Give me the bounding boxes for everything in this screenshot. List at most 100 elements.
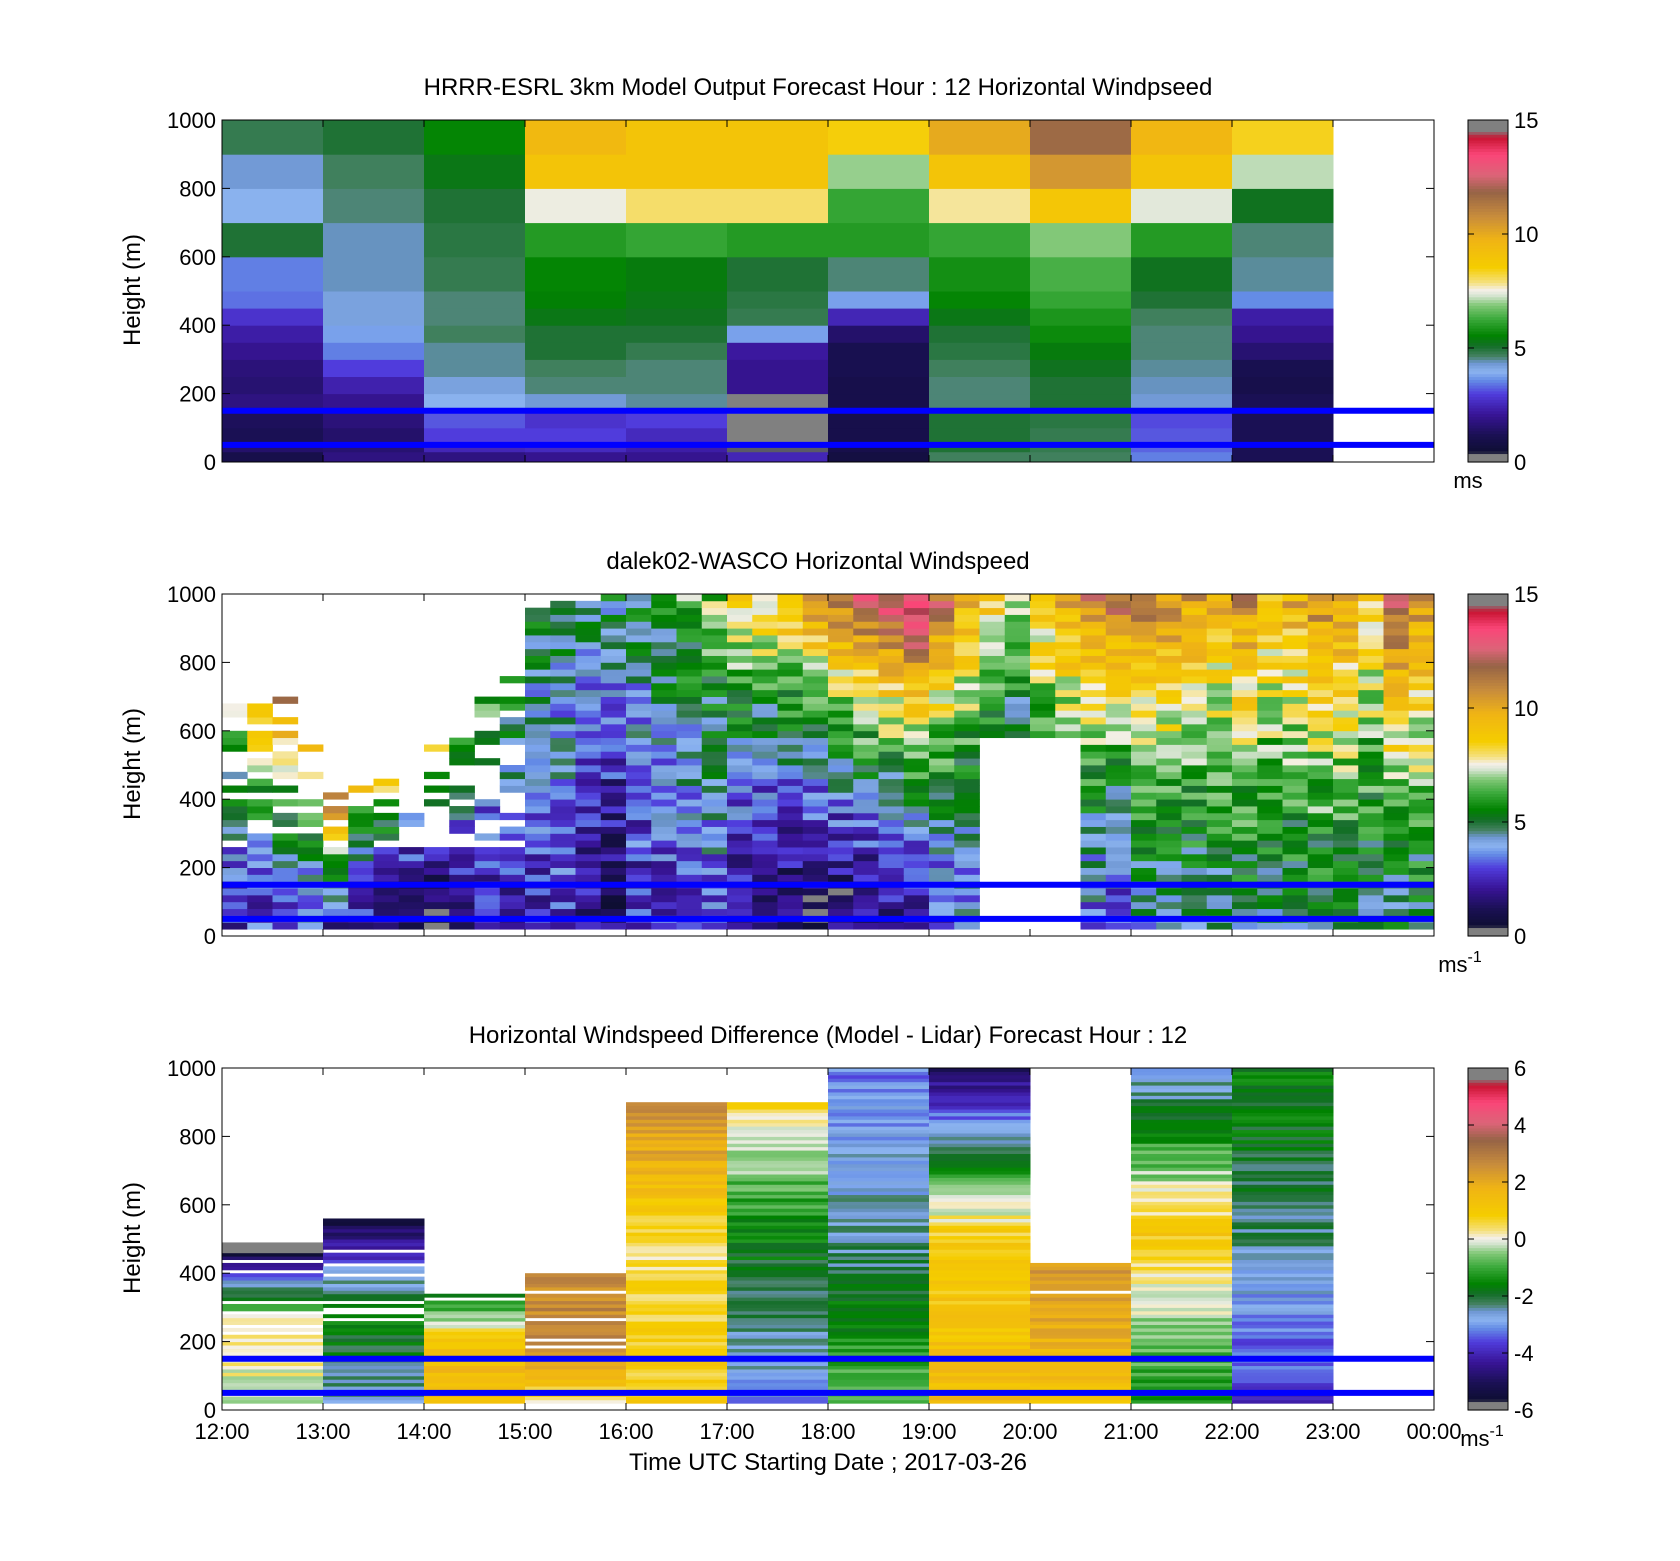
difference-cell bbox=[929, 1334, 1031, 1339]
lidar-cell bbox=[550, 696, 576, 704]
colorbar-swatch bbox=[1468, 1239, 1508, 1243]
colorbar-swatch bbox=[1468, 1076, 1508, 1080]
lidar-cell bbox=[954, 710, 980, 718]
lidar-cell bbox=[1257, 594, 1283, 602]
lidar-cell bbox=[651, 710, 677, 718]
lidar-cell bbox=[1383, 771, 1410, 780]
lidar-cell bbox=[878, 901, 905, 910]
lidar-cell bbox=[550, 874, 576, 882]
lidar-cell bbox=[1358, 669, 1384, 677]
lidar-cell bbox=[828, 853, 854, 862]
difference-cell bbox=[828, 1368, 930, 1373]
lidar-cell bbox=[474, 833, 501, 841]
difference-cell bbox=[626, 1324, 728, 1329]
model-cell bbox=[929, 291, 1031, 309]
lidar-cell bbox=[1131, 669, 1157, 677]
lidar-cell bbox=[373, 826, 400, 834]
lidar-cell bbox=[272, 785, 299, 793]
lidar-cell bbox=[499, 812, 526, 821]
lidar-cell bbox=[1080, 628, 1107, 636]
lidar-cell bbox=[247, 888, 273, 896]
difference-cell bbox=[626, 1119, 728, 1124]
lidar-cell bbox=[878, 614, 905, 622]
lidar-cell bbox=[651, 730, 677, 739]
difference-cell bbox=[727, 1187, 829, 1192]
lidar-cell bbox=[1131, 600, 1157, 609]
lidar-cell bbox=[727, 696, 753, 704]
colorbar-swatch bbox=[1468, 191, 1508, 195]
lidar-cell bbox=[247, 908, 273, 916]
difference-cell bbox=[727, 1109, 829, 1113]
model-cell bbox=[828, 222, 930, 258]
lidar-cell bbox=[752, 819, 778, 827]
difference-cell bbox=[727, 1136, 829, 1141]
lidar-cell bbox=[878, 765, 905, 773]
lidar-cell bbox=[1333, 614, 1359, 622]
lidar-cell bbox=[1055, 600, 1081, 609]
difference-cell bbox=[525, 1286, 627, 1291]
lidar-cell bbox=[525, 833, 551, 841]
lidar-cell bbox=[929, 655, 955, 663]
model-cell bbox=[424, 120, 526, 155]
lidar-cell bbox=[1282, 635, 1309, 643]
lidar-cell bbox=[878, 785, 905, 793]
colorbar-swatch bbox=[1468, 676, 1508, 681]
difference-cell bbox=[1131, 1074, 1233, 1079]
lidar-cell bbox=[247, 847, 273, 855]
difference-cell bbox=[626, 1252, 728, 1257]
difference-cell bbox=[828, 1074, 930, 1079]
lidar-cell bbox=[651, 737, 677, 745]
lidar-cell bbox=[575, 860, 602, 868]
lidar-cell bbox=[777, 655, 804, 663]
colorbar-swatch bbox=[1468, 1142, 1508, 1146]
lidar-cell bbox=[1282, 689, 1309, 697]
lidar-cell bbox=[1358, 867, 1384, 875]
colorbar-swatch bbox=[1468, 242, 1508, 246]
colorbar-swatch bbox=[1468, 151, 1508, 155]
colorbar-swatch bbox=[1468, 693, 1508, 698]
lidar-cell bbox=[727, 922, 753, 930]
difference-cell bbox=[1131, 1211, 1233, 1216]
lidar-cell bbox=[575, 655, 602, 663]
colorbar-swatch bbox=[1468, 1241, 1508, 1246]
lidar-cell bbox=[727, 847, 753, 855]
difference-cell bbox=[1131, 1273, 1233, 1278]
model-cell bbox=[1131, 427, 1233, 446]
model-cell bbox=[626, 427, 728, 446]
lidar-cell bbox=[903, 737, 930, 745]
lidar-cell bbox=[222, 888, 248, 896]
difference-cell bbox=[323, 1334, 425, 1339]
difference-cell bbox=[1131, 1324, 1233, 1329]
lidar-cell bbox=[550, 922, 576, 930]
lidar-cell bbox=[525, 867, 551, 875]
model-cell bbox=[727, 451, 829, 463]
difference-cell bbox=[929, 1085, 1031, 1090]
lidar-heatmap bbox=[222, 594, 1435, 936]
model-cell bbox=[1232, 359, 1334, 377]
lidar-cell bbox=[1156, 833, 1182, 841]
y-tick-label: 800 bbox=[179, 176, 216, 201]
difference-cell bbox=[929, 1252, 1031, 1257]
lidar-cell bbox=[853, 689, 879, 697]
difference-cell bbox=[1232, 1341, 1334, 1346]
colorbar-swatch bbox=[1468, 713, 1508, 718]
colorbar-swatch bbox=[1468, 1318, 1508, 1323]
lidar-cell bbox=[676, 607, 703, 615]
lidar-cell bbox=[1156, 641, 1182, 650]
lidar-cell bbox=[1156, 669, 1182, 677]
lidar-cell bbox=[979, 689, 1006, 697]
lidar-cell bbox=[853, 696, 879, 704]
lidar-cell bbox=[1156, 710, 1182, 718]
lidar-cell bbox=[979, 607, 1006, 615]
difference-cell bbox=[626, 1290, 728, 1295]
lidar-cell bbox=[474, 799, 501, 807]
difference-cell bbox=[929, 1102, 1031, 1107]
lidar-cell bbox=[1030, 723, 1056, 732]
lidar-cell bbox=[954, 812, 980, 821]
lidar-cell bbox=[1131, 648, 1157, 656]
difference-cell bbox=[222, 1334, 324, 1339]
lidar-cell bbox=[1232, 847, 1258, 855]
lidar-cell bbox=[1333, 812, 1359, 821]
lidar-cell bbox=[651, 614, 677, 622]
lidar-cell bbox=[1307, 758, 1334, 766]
